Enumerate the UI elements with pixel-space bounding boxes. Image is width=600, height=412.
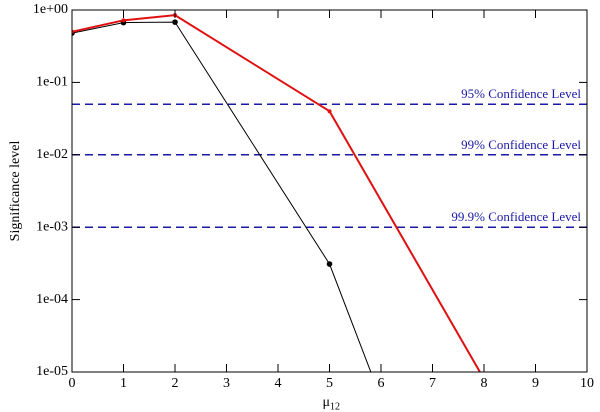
y-tick-label: 1e-05 (36, 364, 68, 379)
data-point (172, 19, 178, 25)
x-tick-label: 0 (69, 376, 76, 391)
x-tick-label: 9 (532, 376, 539, 391)
x-tick-label: 4 (275, 376, 282, 391)
x-tick-label: 1 (120, 376, 127, 391)
data-point (327, 109, 332, 114)
plot-frame (71, 9, 588, 373)
series-line (72, 14, 482, 372)
x-tick-label: 5 (326, 376, 333, 391)
x-tick-label: 2 (172, 376, 179, 391)
reference-label: 95% Confidence Level (461, 86, 581, 101)
reference-label: 99% Confidence Level (461, 137, 581, 152)
series-line (72, 21, 372, 372)
y-tick-label: 1e+00 (33, 2, 68, 17)
data-point (326, 261, 333, 267)
data-point (378, 396, 384, 402)
x-tick-label: 7 (429, 376, 436, 391)
y-tick-label: 1e-01 (36, 75, 68, 90)
x-tick-label: 3 (223, 376, 230, 391)
x-axis-label: μ (322, 395, 330, 410)
data-point (121, 18, 126, 23)
plot-area (72, 13, 587, 402)
y-axis-label: Significance level (8, 141, 23, 242)
x-tick-label: 6 (378, 376, 385, 391)
y-tick-label: 1e-03 (36, 219, 68, 234)
y-tick-label: 1e-02 (36, 147, 68, 162)
reference-label: 99.9% Confidence Level (451, 209, 581, 224)
x-tick-label: 8 (481, 376, 488, 391)
x-axis-label-sub: 12 (330, 401, 340, 412)
y-tick-label: 1e-04 (36, 292, 68, 307)
x-tick-label: 10 (580, 376, 594, 391)
